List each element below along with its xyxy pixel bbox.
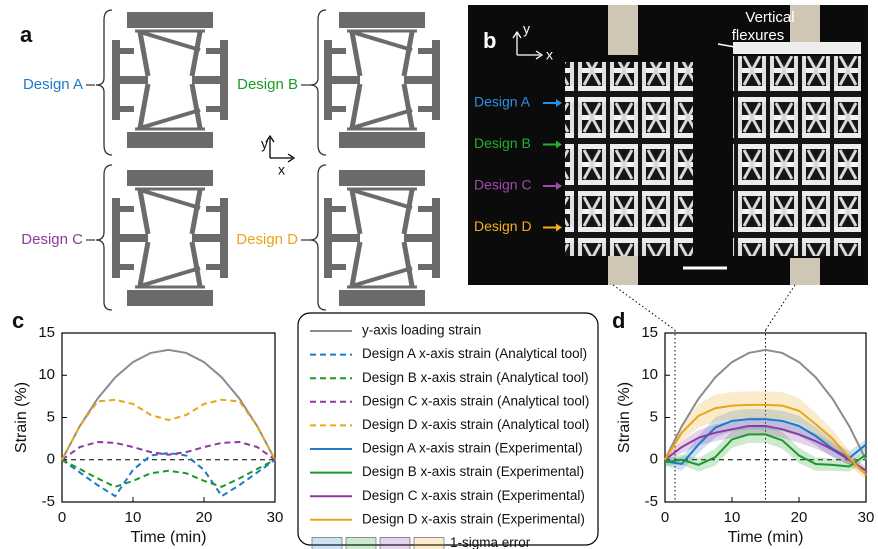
x-axis-label: Time (min) <box>728 529 804 546</box>
clamp <box>608 5 638 55</box>
design-diagram <box>112 12 228 148</box>
legend-label: Design D x-axis strain (Experimental) <box>362 511 585 526</box>
y-tick-label: 5 <box>650 408 658 425</box>
connector <box>766 285 796 330</box>
y-tick-label: 10 <box>641 366 658 383</box>
legend-label: Design A x-axis strain (Experimental) <box>362 441 583 456</box>
panel-label: a <box>20 22 33 47</box>
y-tick-label: 10 <box>38 366 55 383</box>
x-tick-label: 30 <box>858 509 875 526</box>
legend-label: Design B x-axis strain (Experimental) <box>362 464 584 479</box>
legend-label: Design C x-axis strain (Analytical tool) <box>362 393 589 408</box>
sample <box>565 62 693 256</box>
panel-label: d <box>612 308 625 333</box>
x-tick-label: 20 <box>196 509 213 526</box>
y-tick-label: 15 <box>641 324 658 341</box>
annotation: flexures <box>732 27 785 44</box>
figure: a y x b y x Vertical flexures Design A De… <box>0 0 878 549</box>
axis-label: x <box>278 162 285 178</box>
y-tick-label: -5 <box>645 493 658 510</box>
design-label: Design D <box>474 218 532 234</box>
design-label: Design B <box>474 135 531 151</box>
legend-label: 1-sigma error <box>450 535 531 549</box>
legend-swatch <box>312 537 342 549</box>
legend-swatch <box>346 537 376 549</box>
legend-label: y-axis loading strain <box>362 323 481 338</box>
y-tick-label: 0 <box>47 451 55 468</box>
legend-label: Design A x-axis strain (Analytical tool) <box>362 346 587 361</box>
axis-label: y <box>261 136 268 152</box>
x-tick-label: 0 <box>58 509 66 526</box>
y-tick-label: 15 <box>38 324 55 341</box>
legend-label: Design D x-axis strain (Analytical tool) <box>362 417 589 432</box>
design-diagram <box>324 12 440 148</box>
series-line <box>62 400 275 460</box>
design-label: Design B <box>237 76 298 93</box>
legend-label: Design C x-axis strain (Experimental) <box>362 488 585 503</box>
y-tick-label: 0 <box>650 451 658 468</box>
design-diagram <box>112 170 228 306</box>
x-tick-label: 10 <box>125 509 142 526</box>
axis-label: y <box>523 21 530 37</box>
legend-label: Design B x-axis strain (Analytical tool) <box>362 370 589 385</box>
panel-a: a y x <box>20 10 440 310</box>
x-tick-label: 30 <box>267 509 284 526</box>
y-axis-label: Strain (%) <box>13 382 30 453</box>
axis-label: x <box>546 47 553 63</box>
x-tick-label: 20 <box>791 509 808 526</box>
legend-swatch <box>414 537 444 549</box>
clamp <box>608 255 638 285</box>
sample <box>733 56 861 256</box>
y-tick-label: -5 <box>42 493 55 510</box>
y-tick-label: 5 <box>47 408 55 425</box>
axis-icon <box>266 136 294 162</box>
x-tick-label: 0 <box>661 509 669 526</box>
panel-label: b <box>483 28 496 53</box>
design-diagram <box>324 170 440 306</box>
legend-swatch <box>380 537 410 549</box>
clamp <box>790 258 820 285</box>
design-label: Design D <box>236 231 298 248</box>
panel-label: c <box>12 308 24 333</box>
design-label: Design A <box>23 76 83 93</box>
x-tick-label: 10 <box>724 509 741 526</box>
x-axis-label: Time (min) <box>131 529 207 546</box>
design-label: Design A <box>474 94 531 110</box>
series-line <box>62 442 275 460</box>
design-label: Design C <box>474 177 532 193</box>
annotation: Vertical <box>745 9 794 26</box>
y-axis-label: Strain (%) <box>616 382 633 453</box>
design-label: Design C <box>21 231 83 248</box>
